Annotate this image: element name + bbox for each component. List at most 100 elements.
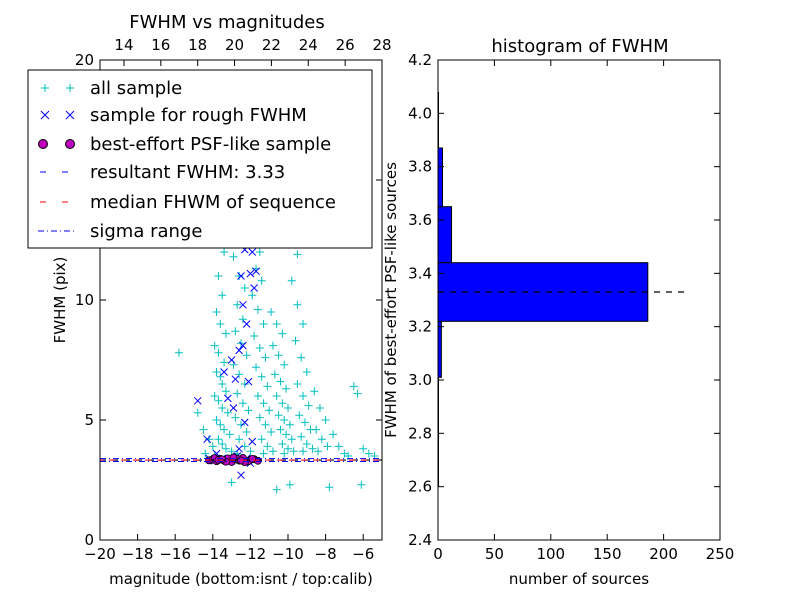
rough-sample-point bbox=[240, 418, 249, 427]
rough-sample-point bbox=[237, 272, 245, 280]
all-sample-point bbox=[315, 404, 324, 412]
right-x-tick-label: 50 bbox=[485, 545, 504, 563]
all-sample-point bbox=[214, 396, 223, 405]
all-sample-point bbox=[248, 291, 257, 300]
all-sample-point bbox=[225, 430, 234, 439]
right-y-tick-label: 4.0 bbox=[408, 104, 432, 122]
rough-sample-point bbox=[237, 471, 245, 480]
all-sample-point bbox=[218, 404, 227, 412]
left-y-tick-label: 5 bbox=[84, 411, 94, 429]
left-chart-fwhm-vs-magnitude: FWHM vs magnitudes −20 −18 −16 −14 −12 −10 −8−… bbox=[27, 12, 392, 588]
all-sample-point bbox=[216, 372, 225, 381]
all-sample-point bbox=[233, 389, 242, 398]
right-y-tick-label: 3.4 bbox=[408, 264, 432, 282]
all-sample-point bbox=[321, 416, 330, 424]
histogram-bar bbox=[437, 147, 444, 208]
all-sample-point bbox=[261, 353, 270, 362]
left-top-tick-label: 24 bbox=[299, 36, 318, 54]
rough-sample-point bbox=[193, 396, 202, 405]
all-sample-point bbox=[274, 411, 283, 420]
all-sample-point bbox=[216, 320, 225, 328]
legend-box bbox=[27, 69, 373, 249]
right-y-tick-label: 4.2 bbox=[408, 51, 432, 69]
all-sample-point bbox=[272, 392, 281, 400]
all-sample-point bbox=[276, 377, 285, 386]
all-sample-point bbox=[238, 315, 247, 324]
left-x-tick-label: −12 bbox=[235, 545, 267, 563]
all-sample-point bbox=[201, 449, 210, 458]
right-y-tick-label: 3.0 bbox=[408, 371, 432, 389]
all-sample-point bbox=[364, 449, 373, 458]
left-y-tick-label: 10 bbox=[75, 291, 94, 309]
left-top-tick-label: 26 bbox=[336, 36, 355, 54]
rough-sample-point bbox=[239, 341, 247, 350]
all-sample-point bbox=[237, 420, 245, 429]
all-sample-point bbox=[259, 399, 268, 408]
all-sample-point bbox=[259, 320, 268, 328]
legend-marker-rough-sample bbox=[65, 110, 75, 120]
all-sample-point bbox=[250, 332, 259, 340]
all-sample-point bbox=[268, 341, 277, 350]
all-sample-point bbox=[272, 320, 281, 328]
rough-sample-point bbox=[250, 284, 259, 292]
all-sample-point bbox=[208, 442, 217, 451]
rough-sample-point bbox=[229, 404, 238, 412]
right-chart-fwhm-histogram: histogram of FWHM 0 50 100 150 200 250 2.4 2.6… bbox=[382, 36, 734, 588]
legend-markers bbox=[38, 84, 76, 232]
all-sample-point bbox=[278, 329, 287, 338]
left-x-tick-label: −10 bbox=[272, 545, 304, 563]
all-sample-point bbox=[255, 248, 264, 256]
all-sample-point bbox=[220, 425, 229, 434]
legend-marker-psf-sample bbox=[38, 139, 48, 149]
left-top-tick-label: 18 bbox=[188, 36, 207, 54]
rough-sample-point bbox=[242, 320, 251, 328]
all-sample-point bbox=[295, 411, 304, 420]
left-x-tick-label: −20 bbox=[84, 545, 116, 563]
all-sample-point bbox=[280, 416, 289, 424]
all-sample-point bbox=[220, 358, 229, 367]
all-sample-point bbox=[267, 308, 276, 316]
all-sample-point bbox=[314, 447, 323, 456]
all-sample-point bbox=[253, 392, 262, 400]
all-sample-point bbox=[255, 413, 264, 422]
left-chart-legend: all sample sample for rough FWHM best-ef… bbox=[27, 69, 373, 249]
left-top-tick-label: 14 bbox=[114, 36, 133, 54]
histogram-bar bbox=[437, 206, 453, 264]
all-sample-point bbox=[210, 341, 219, 350]
all-sample-point bbox=[210, 392, 219, 400]
rough-sample-point bbox=[239, 300, 247, 309]
all-sample-point bbox=[287, 276, 296, 285]
left-y-axis-label: FWHM (pix) bbox=[51, 257, 69, 344]
left-y-tick-label: 0 bbox=[84, 531, 94, 549]
left-top-tick-label: 16 bbox=[151, 36, 170, 54]
all-sample-point bbox=[293, 380, 302, 388]
left-plot-area bbox=[100, 80, 382, 494]
all-sample-point bbox=[205, 435, 214, 444]
rough-sample-point bbox=[231, 375, 240, 384]
legend-label-rough-sample: sample for rough FWHM bbox=[90, 105, 307, 126]
all-sample-point bbox=[293, 250, 302, 259]
all-sample-point bbox=[214, 435, 223, 444]
all-sample-point bbox=[289, 447, 298, 456]
all-sample-point bbox=[218, 380, 227, 388]
legend-label-sigma-range: sigma range bbox=[90, 221, 202, 242]
all-sample-point bbox=[300, 418, 309, 427]
all-sample-point bbox=[280, 449, 289, 458]
rough-sample-point bbox=[203, 435, 212, 444]
all-sample-point bbox=[299, 392, 308, 400]
all-sample-point bbox=[299, 447, 308, 456]
all-sample-point bbox=[231, 327, 240, 336]
all-sample-point bbox=[257, 276, 266, 285]
right-x-axis-ticks: 0 50 100 150 200 250 bbox=[433, 60, 734, 563]
legend-label-all-sample: all sample bbox=[90, 78, 182, 99]
left-x-tick-label: −14 bbox=[197, 545, 229, 563]
rough-sample-point bbox=[244, 377, 253, 386]
left-x-tick-label: −6 bbox=[352, 545, 374, 563]
all-sample-point bbox=[353, 389, 362, 398]
all-sample-point bbox=[282, 430, 291, 439]
all-sample-point bbox=[272, 485, 281, 494]
right-y-axis-ticks: 2.4 2.6 2.8 3.0 3.2 3.4 3.6 3.8 4.0 4.2 bbox=[408, 51, 720, 549]
histogram-bar bbox=[437, 262, 649, 322]
all-sample-point bbox=[174, 348, 183, 357]
legend-marker-all-sample bbox=[66, 84, 74, 92]
